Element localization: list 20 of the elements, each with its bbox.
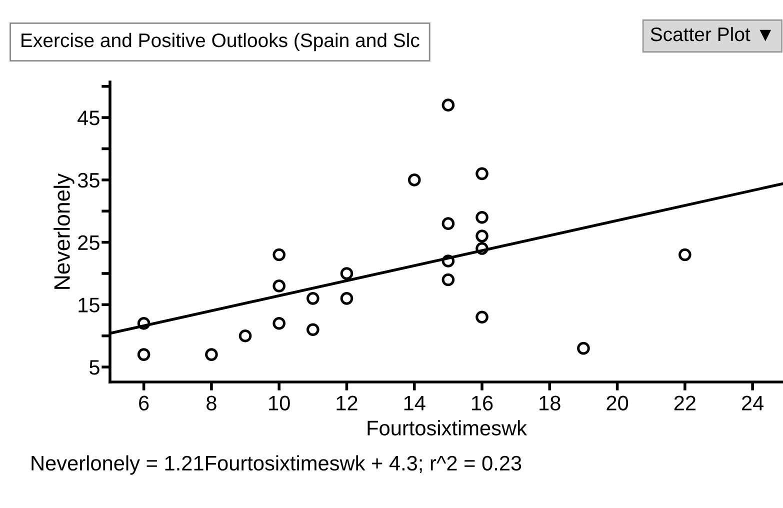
x-tick-label: 10 [269, 396, 290, 410]
x-tick-label: 14 [404, 396, 426, 410]
x-tick-label: 8 [206, 396, 216, 410]
y-tick-label: 25 [78, 235, 100, 250]
x-tick-label: 12 [336, 396, 358, 410]
y-axis-title: Neverlonely [54, 173, 74, 289]
y-tick-label: 35 [78, 172, 100, 188]
x-tick-label: 6 [139, 396, 149, 410]
text: Neverlonely = 1.21Fourtosixtimeswk + 4.3; r^2 = 0.23 [32, 455, 522, 475]
x-tick-label: 20 [606, 396, 628, 410]
y-tick-label: 15 [78, 298, 100, 312]
x-tick-label: 22 [674, 396, 696, 410]
y-tick-label: 45 [78, 110, 100, 126]
y-tick-label: 5 [90, 360, 100, 375]
x-axis-title: Fourtosixtimeswk [368, 420, 527, 436]
x-tick-label: 16 [472, 396, 493, 410]
chart-title: Exercise and Positive Outlooks (Spain and Slc [22, 32, 420, 52]
x-tick-label: 18 [540, 396, 560, 410]
x-tick-label: 24 [742, 396, 764, 410]
text: Scatter Plot ▼ [650, 26, 772, 42]
